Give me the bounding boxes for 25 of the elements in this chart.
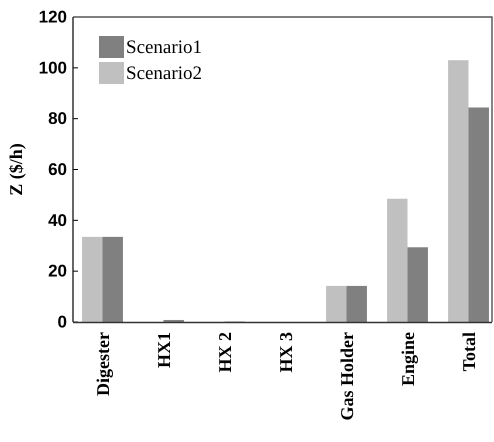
y-tick-label: 120 — [38, 7, 67, 26]
bar — [82, 236, 102, 322]
y-tick-label: 100 — [38, 58, 67, 78]
bar — [408, 247, 428, 322]
bar — [346, 286, 367, 322]
bar — [102, 236, 123, 322]
legend-label: Scenario2 — [126, 63, 202, 84]
x-tick-label: HX1 — [154, 332, 174, 368]
y-tick-label: 80 — [48, 109, 67, 128]
legend-label: Scenario1 — [126, 37, 202, 58]
x-tick-label: Gas Holder — [336, 332, 357, 420]
y-tick-label: 40 — [48, 210, 67, 230]
y-tick-label: 60 — [48, 160, 67, 179]
bar — [448, 60, 469, 322]
x-tick-label: Digester — [92, 332, 113, 396]
bar — [326, 286, 347, 322]
x-tick-label: Engine — [398, 332, 418, 386]
bar — [387, 198, 408, 322]
x-tick-label: Total — [458, 332, 479, 372]
x-tick-label: HX 2 — [214, 332, 235, 372]
y-tick-label: 20 — [48, 262, 67, 281]
y-axis-title: Z ($/h) — [6, 143, 26, 196]
bar — [468, 107, 489, 322]
x-tick-label: HX 3 — [276, 332, 296, 372]
y-tick-label: 0 — [58, 312, 67, 332]
